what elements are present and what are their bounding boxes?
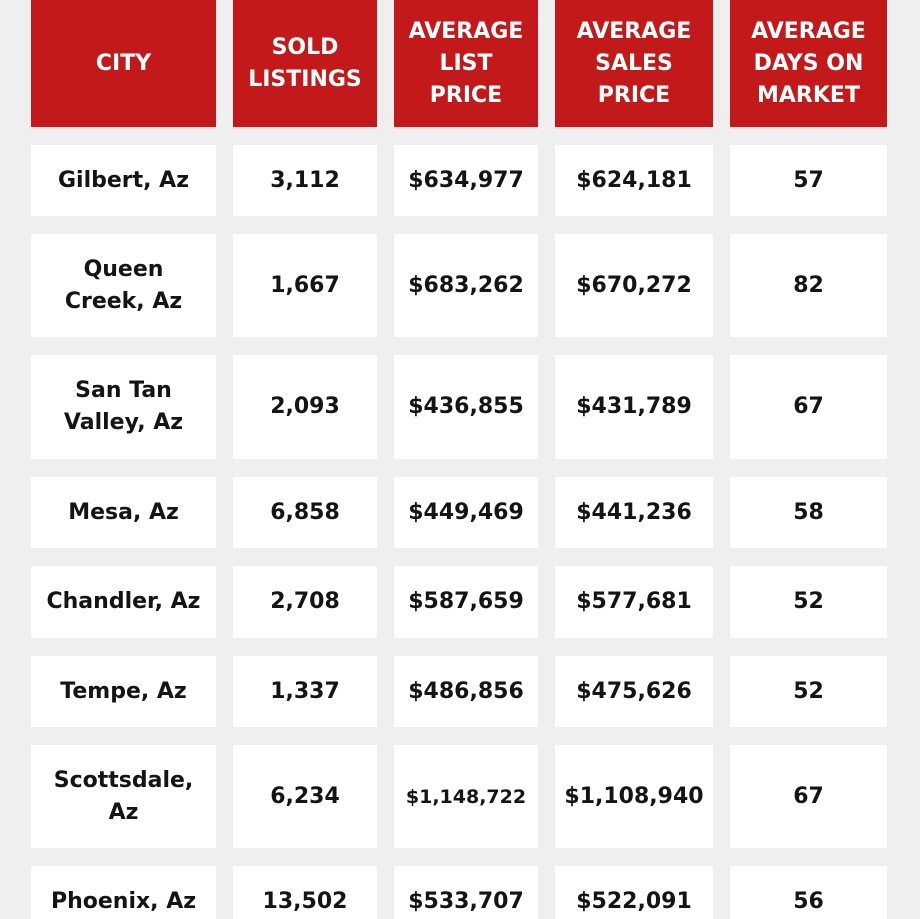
- cell-sold-listings: 2,708: [233, 566, 377, 638]
- cell-average-sales-price: $522,091: [555, 866, 713, 919]
- cell-average-list-price: $436,855: [394, 355, 538, 459]
- cell-sold-listings: 1,337: [233, 656, 377, 727]
- cell-average-days-on-market: 57: [730, 145, 887, 216]
- cell-average-list-price: $587,659: [394, 566, 538, 638]
- cell-average-list-price: $486,856: [394, 656, 538, 727]
- cell-average-sales-price: $1,108,940: [555, 745, 713, 848]
- cell-average-days-on-market: 56: [730, 866, 887, 919]
- cell-average-sales-price: $441,236: [555, 477, 713, 548]
- cell-sold-listings: 3,112: [233, 145, 377, 216]
- cell-sold-listings: 2,093: [233, 355, 377, 459]
- cell-average-days-on-market: 52: [730, 656, 887, 727]
- cell-sold-listings: 13,502: [233, 866, 377, 919]
- header-sold-listings: SOLD LISTINGS: [233, 0, 377, 127]
- cell-city: Scottsdale, Az: [31, 745, 216, 848]
- header-average-list-price: AVERAGE LIST PRICE: [394, 0, 538, 127]
- cell-city: San Tan Valley, Az: [31, 355, 216, 459]
- cell-average-sales-price: $624,181: [555, 145, 713, 216]
- cell-average-list-price: $533,707: [394, 866, 538, 919]
- cell-average-sales-price: $475,626: [555, 656, 713, 727]
- cell-city: Chandler, Az: [31, 566, 216, 638]
- header-city: CITY: [31, 0, 216, 127]
- cell-sold-listings: 6,234: [233, 745, 377, 848]
- header-average-sales-price: AVERAGE SALES PRICE: [555, 0, 713, 127]
- cell-average-days-on-market: 52: [730, 566, 887, 638]
- cell-average-list-price: $683,262: [394, 234, 538, 337]
- cell-average-sales-price: $577,681: [555, 566, 713, 638]
- cell-sold-listings: 1,667: [233, 234, 377, 337]
- cell-average-days-on-market: 82: [730, 234, 887, 337]
- cell-average-days-on-market: 67: [730, 355, 887, 459]
- cell-city: Mesa, Az: [31, 477, 216, 548]
- cell-average-list-price: $449,469: [394, 477, 538, 548]
- cell-average-list-price: $634,977: [394, 145, 538, 216]
- cell-average-list-price: $1,148,722: [394, 745, 538, 848]
- cell-city: Queen Creek, Az: [31, 234, 216, 337]
- cell-average-sales-price: $431,789: [555, 355, 713, 459]
- cell-average-days-on-market: 58: [730, 477, 887, 548]
- cell-city: Tempe, Az: [31, 656, 216, 727]
- cell-city: Phoenix, Az: [31, 866, 216, 919]
- header-average-days-on-market: AVERAGE DAYS ON MARKET: [730, 0, 887, 127]
- cell-sold-listings: 6,858: [233, 477, 377, 548]
- cell-city: Gilbert, Az: [31, 145, 216, 216]
- cell-average-sales-price: $670,272: [555, 234, 713, 337]
- cell-average-days-on-market: 67: [730, 745, 887, 848]
